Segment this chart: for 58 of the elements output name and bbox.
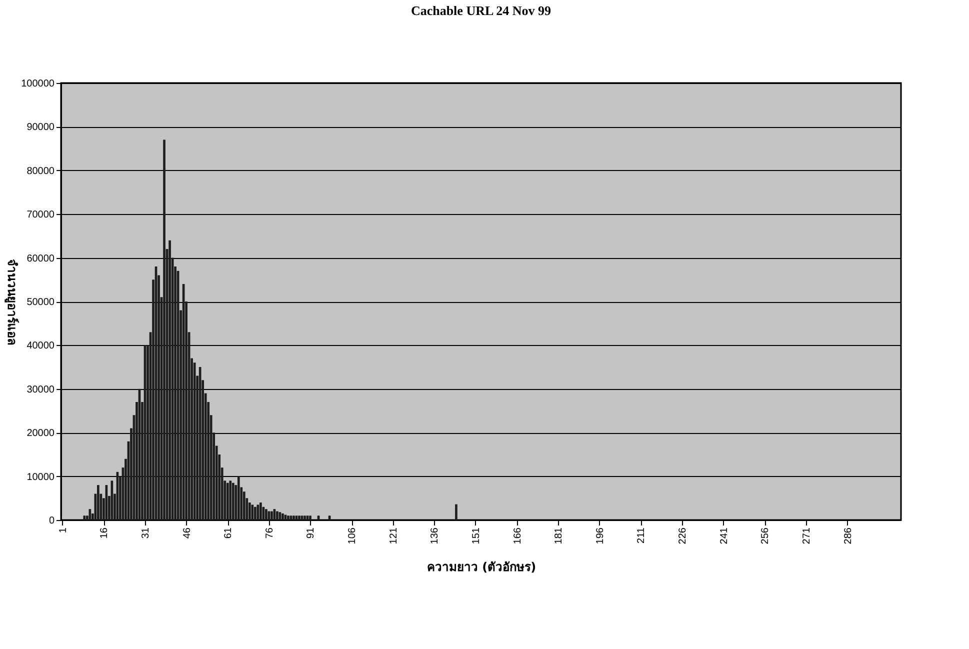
bar (455, 504, 458, 520)
bar (198, 367, 202, 520)
x-axis-title: ความยาว (ตัวอักษร) (426, 560, 536, 574)
bar (270, 511, 273, 520)
y-tick-label: 50000 (26, 297, 55, 308)
bar (163, 140, 166, 520)
x-tick-label: 1 (58, 527, 69, 534)
x-tick-label: 121 (388, 527, 400, 544)
bar (226, 482, 229, 520)
x-tick-label: 136 (430, 527, 441, 544)
bar (282, 513, 284, 520)
y-tick-label: 90000 (26, 122, 55, 134)
y-tick-label: 10000 (26, 472, 55, 483)
y-tick-label: 80000 (26, 166, 55, 177)
bar (232, 482, 234, 520)
x-tick-label: 196 (594, 527, 606, 544)
bar (168, 240, 171, 520)
y-tick-label: 40000 (26, 340, 55, 352)
x-tick-label: 166 (512, 527, 524, 544)
y-tick-label: 0 (48, 516, 55, 526)
bar (256, 504, 260, 520)
x-tick-label: 211 (636, 527, 648, 544)
x-tick-label: 241 (718, 527, 730, 544)
bar (229, 480, 232, 520)
x-tick-label: 151 (470, 527, 482, 544)
bar (292, 516, 295, 520)
x-tick-label: 31 (140, 527, 152, 539)
bar (298, 516, 300, 520)
bar (304, 516, 306, 520)
x-tick-label: 91 (306, 527, 317, 539)
bar (265, 509, 268, 520)
y-tick-label: 30000 (26, 384, 55, 396)
x-tick-label: 181 (554, 527, 565, 544)
bar (251, 504, 254, 520)
y-tick-label: 60000 (26, 253, 55, 264)
bar (88, 509, 92, 520)
y-tick-label: 100000 (21, 78, 55, 90)
bar (254, 506, 256, 520)
bar (309, 516, 312, 520)
x-tick-label: 256 (760, 527, 772, 544)
chart-title: Cachable URL 24 Nov 99 (410, 3, 552, 18)
y-axis-title: จำนวนยูอาร์แอล (4, 259, 20, 345)
x-tick-label: 226 (678, 527, 689, 544)
bar (276, 511, 278, 520)
y-tick-label: 20000 (26, 428, 55, 440)
bar (83, 516, 86, 520)
bar (287, 516, 290, 520)
y-tick-label: 70000 (26, 210, 55, 221)
x-tick-label: 76 (264, 527, 276, 539)
x-tick-label: 106 (347, 527, 358, 544)
bar (237, 476, 240, 520)
bar (97, 485, 100, 520)
x-tick-label: 16 (99, 527, 110, 539)
x-tick-label: 271 (801, 527, 812, 544)
x-tick-label: 61 (223, 527, 234, 539)
x-tick-label: 46 (182, 527, 193, 539)
x-tick-label: 286 (842, 527, 854, 544)
bar (260, 502, 262, 520)
